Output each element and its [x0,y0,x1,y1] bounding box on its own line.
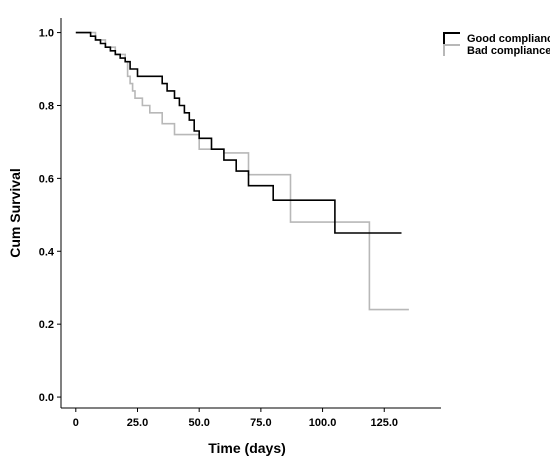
legend-label-good-compliance: Good compliance [467,33,550,45]
x-ticks: 0 25.0 50.0 75.0 100.0 125.0 [73,408,398,429]
y-tick-label: 0.0 [39,392,54,404]
legend-label-bad-compliance: Bad compliance [467,45,550,57]
x-tick-label: 100.0 [309,417,337,429]
legend-swatch-good-compliance [443,32,460,44]
y-axis-title: Cum Survival [7,168,23,257]
y-tick-label: 0.2 [39,319,54,331]
x-tick-label: 75.0 [250,417,271,429]
legend: Good compliance Bad compliance [443,32,550,57]
survival-curves [75,31,409,311]
legend-swatch-bad-compliance [443,44,460,56]
x-tick-label: 25.0 [127,417,148,429]
y-ticks: 0.0 0.2 0.4 0.6 0.8 1.0 [39,28,61,404]
y-tick-label: 0.8 [39,100,54,112]
y-tick-label: 0.4 [39,246,55,258]
y-tick-label: 0.6 [39,173,54,185]
y-tick-label: 1.0 [39,28,54,40]
x-tick-label: 125.0 [370,417,398,429]
x-tick-label: 50.0 [188,417,209,429]
x-tick-label: 0 [73,417,79,429]
x-axis-title: Time (days) [208,440,286,456]
series-line-good-compliance [75,31,402,234]
